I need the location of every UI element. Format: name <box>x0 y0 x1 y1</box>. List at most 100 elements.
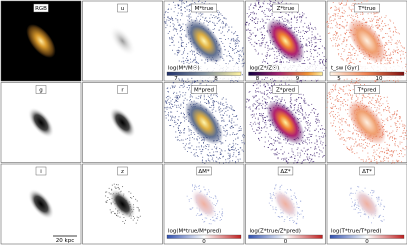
pixel <box>137 220 138 221</box>
pixel <box>229 156 230 157</box>
pixel <box>176 29 177 30</box>
pixel <box>204 189 205 190</box>
pixel <box>275 80 276 81</box>
pixel <box>392 131 393 132</box>
pixel <box>202 149 203 150</box>
pixel <box>268 141 269 142</box>
pixel <box>316 42 317 43</box>
pixel <box>209 191 210 192</box>
pixel <box>183 63 184 64</box>
pixel <box>178 105 179 106</box>
pixel <box>260 132 261 133</box>
pixel <box>347 79 348 80</box>
pixel <box>240 55 241 56</box>
pixel <box>364 139 365 140</box>
pixel <box>258 88 259 89</box>
pixel <box>394 138 395 139</box>
pixel <box>195 62 196 63</box>
pixel <box>335 10 336 11</box>
pixel <box>243 134 244 135</box>
pixel <box>165 12 166 13</box>
pixel <box>347 15 348 16</box>
pixel <box>346 39 347 40</box>
pixel <box>261 137 262 138</box>
pixel <box>338 101 339 102</box>
pixel <box>235 31 236 32</box>
pixel <box>388 60 389 61</box>
pixel <box>266 22 267 23</box>
pixel <box>179 60 180 61</box>
pixel <box>390 58 391 59</box>
pixel <box>386 15 387 16</box>
pixel <box>368 94 369 95</box>
pixel <box>230 56 231 57</box>
pixel <box>374 107 375 108</box>
pixel <box>230 153 231 154</box>
pixel <box>275 209 276 210</box>
pixel <box>196 149 197 150</box>
pixel <box>274 154 275 155</box>
pixel <box>179 50 180 51</box>
pixel <box>329 19 330 20</box>
pixel <box>401 121 402 122</box>
pixel <box>322 52 323 53</box>
pixel <box>326 22 327 23</box>
pixel <box>392 154 393 155</box>
panel: Z*pred <box>246 77 327 168</box>
pixel <box>275 0 276 1</box>
pixel <box>242 136 243 137</box>
pixel <box>274 51 275 52</box>
pixel <box>189 199 190 200</box>
pixel <box>302 163 303 164</box>
pixel <box>364 84 365 85</box>
pixel <box>379 153 380 154</box>
pixel <box>316 141 317 142</box>
pixel <box>390 37 391 38</box>
pixel <box>171 108 172 109</box>
pixel <box>172 50 173 51</box>
pixel <box>172 20 173 21</box>
pixel <box>394 27 395 28</box>
pixel <box>399 153 400 154</box>
pixel <box>175 100 176 101</box>
pixel <box>107 197 108 198</box>
pixel <box>179 132 180 133</box>
pixel <box>327 95 328 96</box>
pixel <box>231 109 232 110</box>
pixel <box>334 34 335 35</box>
pixel <box>171 17 172 18</box>
pixel <box>189 9 190 10</box>
pixel <box>383 216 384 217</box>
pixel <box>197 155 198 156</box>
pixel <box>343 60 344 61</box>
pixel <box>269 203 270 204</box>
pixel <box>179 80 180 81</box>
colorbar-label: t_sw [Gyr] <box>331 66 359 72</box>
pixel <box>270 43 271 44</box>
pixel <box>220 217 221 218</box>
pixel <box>268 46 269 47</box>
pixel <box>286 3 287 4</box>
pixel <box>302 210 303 211</box>
pixel <box>237 43 238 44</box>
pixel <box>303 94 304 95</box>
pixel <box>384 23 385 24</box>
colorbar <box>167 72 241 76</box>
pixel <box>178 125 179 126</box>
pixel <box>135 199 136 200</box>
pixel <box>222 58 223 59</box>
pixel <box>216 147 217 148</box>
pixel <box>253 18 254 19</box>
pixel <box>340 107 341 108</box>
pixel <box>304 33 305 34</box>
pixel <box>397 111 398 112</box>
pixel <box>192 82 193 83</box>
pixel <box>384 152 385 153</box>
pixel <box>183 117 184 118</box>
panel: ΔZ*log(Z*true/Z*pred)0 <box>246 164 326 245</box>
pixel <box>352 202 353 203</box>
pixel <box>209 97 210 98</box>
pixel <box>400 55 401 56</box>
pixel <box>371 190 372 191</box>
pixel <box>199 215 200 216</box>
